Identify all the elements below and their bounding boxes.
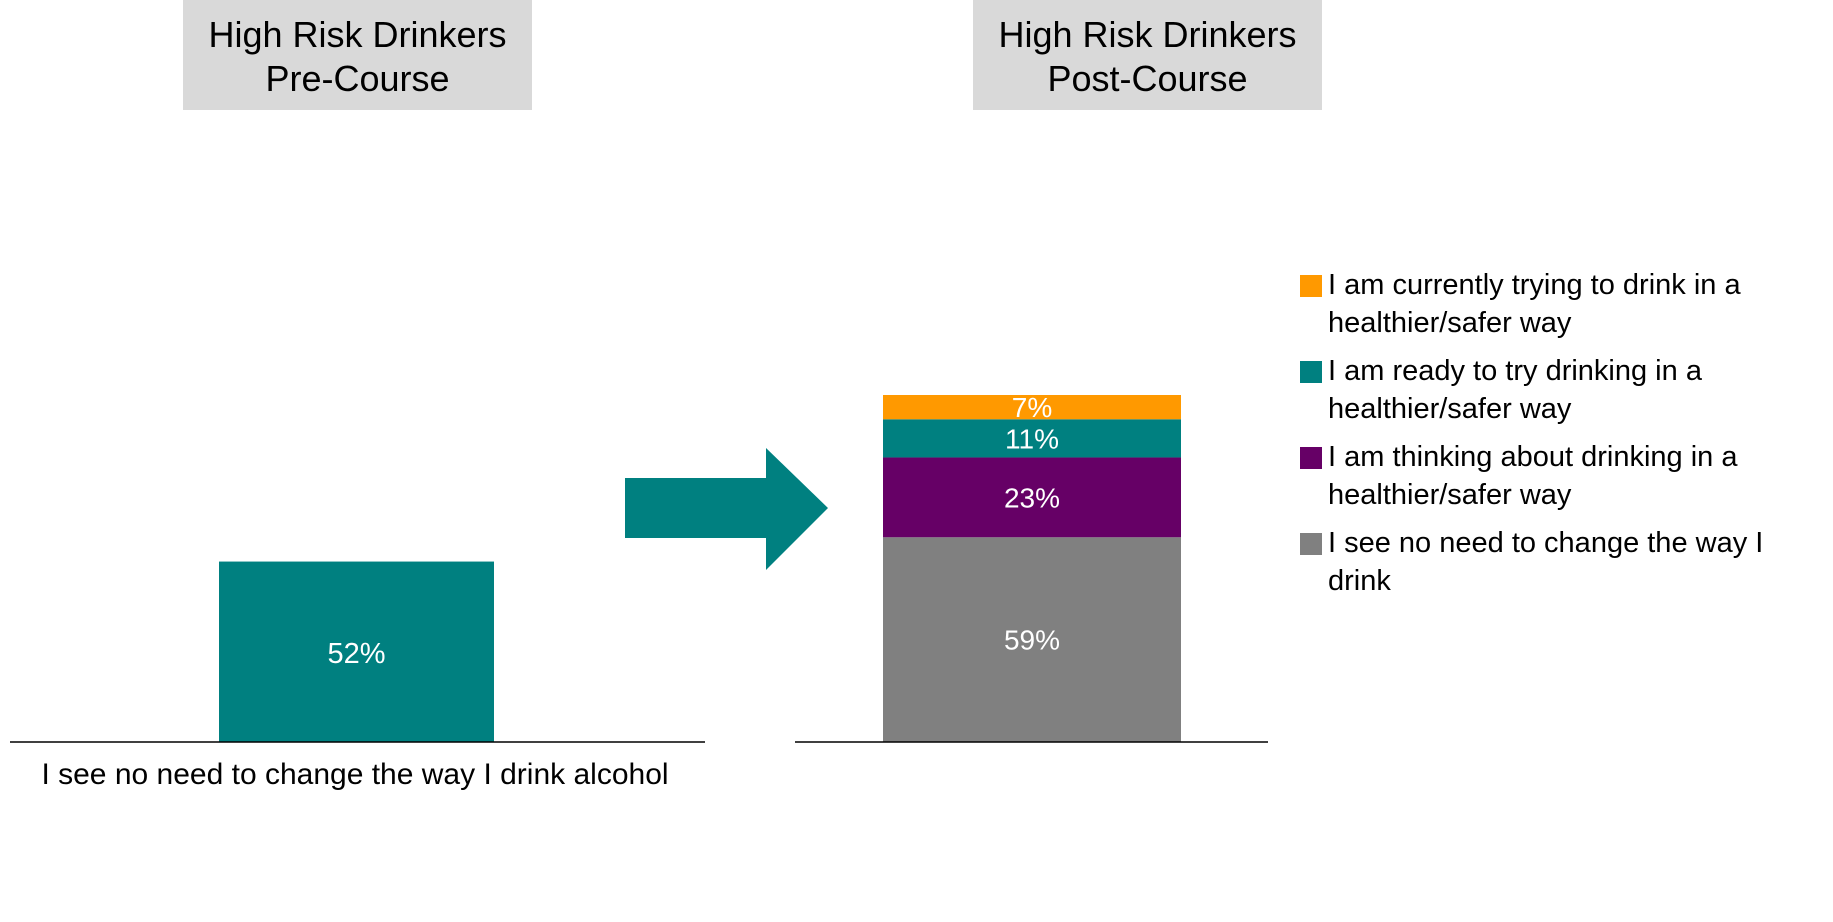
post-course-segment-label-currently-trying: 7% bbox=[1012, 392, 1052, 423]
chart-title-pre-line2: Pre-Course bbox=[265, 58, 450, 99]
post-course-chart: 59% 23% 11%7% bbox=[795, 392, 1268, 743]
post-course-segment-label-no-need: 59% bbox=[1004, 625, 1060, 656]
post-course-segment-ready-to-try bbox=[883, 419, 1181, 458]
post-course-segment-thinking-about bbox=[883, 457, 1181, 538]
pre-course-bar-label: 52% bbox=[327, 638, 385, 670]
chart-title-post-line1: High Risk Drinkers bbox=[998, 14, 1297, 55]
pre-course-bar bbox=[219, 561, 494, 742]
legend-item-currently-trying: I am currently trying to drink in a heal… bbox=[1300, 266, 1830, 342]
post-course-segment-no-need bbox=[883, 537, 1181, 742]
legend-swatch-gray bbox=[1300, 533, 1322, 555]
legend-label: I am thinking about drinking in a health… bbox=[1328, 441, 1738, 511]
legend-swatch-teal bbox=[1300, 361, 1322, 383]
chart-title-post: High Risk Drinkers Post-Course bbox=[973, 0, 1322, 110]
pre-course-chart: 52% bbox=[10, 561, 705, 743]
legend: I am currently trying to drink in a heal… bbox=[1300, 266, 1830, 610]
chart-title-pre-line1: High Risk Drinkers bbox=[208, 14, 507, 55]
chart-title-pre: High Risk Drinkers Pre-Course bbox=[183, 0, 532, 110]
post-course-segment-currently-trying bbox=[883, 395, 1181, 420]
chart-title-post-line2: Post-Course bbox=[1047, 58, 1248, 99]
legend-item-thinking-about: I am thinking about drinking in a health… bbox=[1300, 438, 1830, 514]
pre-course-category-label: I see no need to change the way I drink … bbox=[41, 758, 669, 791]
post-course-segment-label-ready-to-try: 11% bbox=[1005, 423, 1059, 454]
legend-item-ready-to-try: I am ready to try drinking in a healthie… bbox=[1300, 352, 1830, 428]
legend-label: I am currently trying to drink in a heal… bbox=[1328, 269, 1741, 339]
transition-arrow bbox=[625, 448, 828, 570]
legend-label: I am ready to try drinking in a healthie… bbox=[1328, 355, 1702, 425]
post-course-segment-label-thinking-about: 23% bbox=[1004, 482, 1060, 513]
legend-item-no-need: I see no need to change the way I drink bbox=[1300, 524, 1830, 600]
legend-swatch-orange bbox=[1300, 275, 1322, 297]
legend-swatch-purple bbox=[1300, 447, 1322, 469]
legend-label: I see no need to change the way I drink bbox=[1328, 527, 1764, 597]
